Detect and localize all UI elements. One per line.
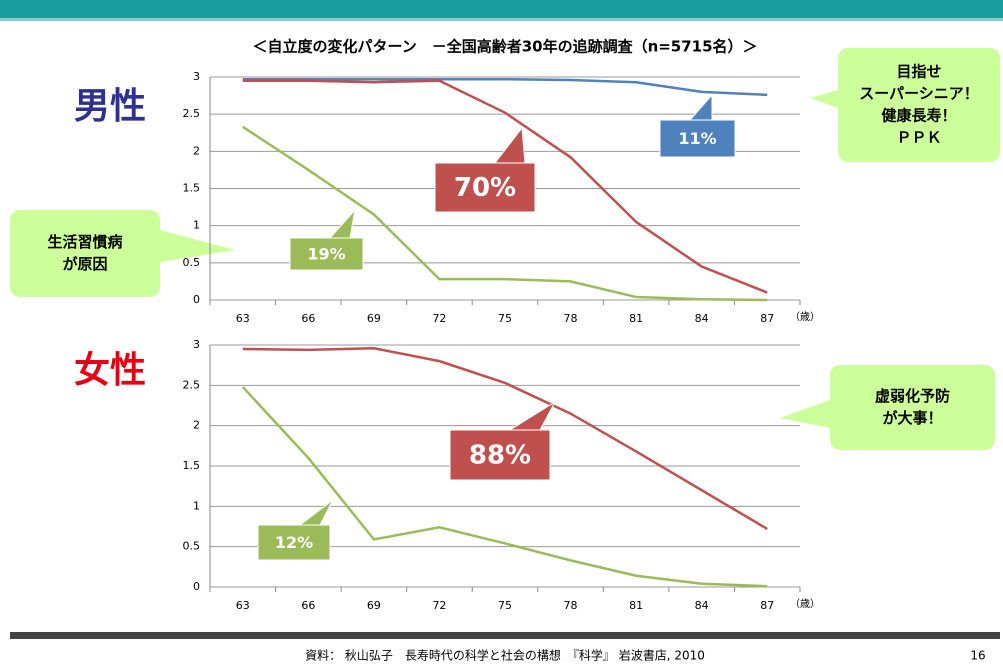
annotation-text: 19% [307,245,345,264]
callout-text: スーパーシニア！ [859,85,979,103]
x-tick-label: 78 [564,312,578,325]
x-tick-label: 72 [432,599,446,612]
x-tick-label: 63 [236,599,250,612]
x-tick-label: 69 [367,312,381,325]
annotation-box [449,429,551,481]
x-tick-label: 75 [498,312,512,325]
annotation-pointer [688,93,713,121]
y-tick-label: 1 [193,219,200,232]
series-line [242,77,768,97]
callout-pointer [780,400,830,428]
x-tick-label: 72 [432,312,446,325]
y-tick-label: 1 [193,499,200,512]
callout-pointer [810,90,838,108]
x-tick-label: 81 [629,312,643,325]
y-tick-label: 0 [193,580,200,593]
y-tick-label: 2.5 [183,378,201,391]
bottom-bar [10,632,1000,639]
annotation-box [289,237,364,271]
x-tick-label: 66 [301,599,315,612]
annotation-text: 88% [469,441,531,471]
callout-pointer [160,230,235,262]
x-tick-label: 87 [760,312,774,325]
callout-text: 虚弱化予防 [875,387,950,405]
source: 資料： 秋山弘子 長寿時代の科学と社会の構想 『科学』 岩波書店, 2010 [305,648,705,663]
y-tick-label: 2.5 [183,107,201,120]
x-axis-label: （歳） [790,598,820,610]
series-line [242,346,768,530]
annotation-box [257,524,331,561]
chart-title: 男性 [74,86,146,127]
y-tick-label: 1.5 [183,459,201,472]
callout-text: 健康長寿！ [881,107,956,125]
annotation-text: 11% [678,129,716,148]
y-tick-label: 0.5 [183,256,201,269]
callout-text: が大事！ [882,409,942,427]
annotation-text: 12% [275,533,313,552]
x-tick-label: 78 [564,599,578,612]
x-tick-label: 84 [695,312,709,325]
y-tick-label: 0.5 [183,540,201,553]
annotation-pointer [493,126,526,164]
y-tick-label: 3 [193,338,200,351]
callout-text: が原因 [62,255,107,273]
callout-text: ＰＰＫ [896,129,941,147]
series-line [242,125,768,302]
callout-box [838,48,1000,162]
callout-text: 目指せ [896,63,941,81]
y-tick-label: 1.5 [183,182,201,195]
x-axis-label: （歳） [790,311,820,323]
x-tick-label: 66 [301,312,315,325]
y-tick-label: 0 [193,293,200,306]
x-tick-label: 84 [695,599,709,612]
slide-title: ＜自立度の変化パターン －全国高齢者30年の追跡調査（n=5715名）＞ [252,38,757,56]
top-bar [0,0,1003,18]
annotation-pointer [328,208,356,239]
x-tick-label: 69 [367,599,381,612]
y-tick-label: 3 [193,70,200,83]
annotation-pointer [298,499,334,526]
series-line [241,386,768,588]
callout-box [830,365,995,450]
x-tick-label: 87 [760,599,774,612]
callout-box [10,210,160,297]
x-tick-label: 63 [236,312,250,325]
chart-title: 女性 [74,350,146,391]
y-tick-label: 2 [193,144,200,157]
y-tick-label: 2 [193,419,200,432]
x-tick-label: 75 [498,599,512,612]
annotation-box [659,119,736,158]
top-bar-line [0,18,1003,21]
annotation-box [434,162,536,213]
callout-text: 生活習慣病 [47,233,122,251]
series-line [242,79,768,294]
page-number: 16 [970,649,985,663]
annotation-text: 70% [454,173,516,203]
x-tick-label: 81 [629,599,643,612]
